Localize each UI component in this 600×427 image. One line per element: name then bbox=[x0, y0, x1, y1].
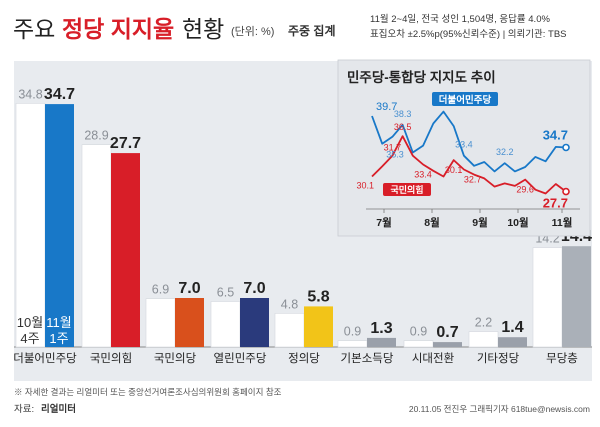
inset-panel bbox=[337, 59, 591, 237]
category-label-2: 국민의당 bbox=[154, 352, 197, 365]
bar-curr-label-7: 1.4 bbox=[501, 319, 523, 336]
inset-dem-label-5: 32.2 bbox=[496, 147, 514, 157]
bar-prev-label-7: 2.2 bbox=[475, 316, 492, 330]
inset-line-0 bbox=[371, 110, 567, 173]
bar-prev-5 bbox=[337, 340, 368, 348]
bar-prev-label-0: 34.8 bbox=[18, 87, 42, 101]
credit: 20.11.05 전진우 그래픽기자 618tue@newsis.com bbox=[409, 404, 590, 414]
inset-ppp-label-0: 30.1 bbox=[356, 180, 374, 190]
bar-curr-label-6: 0.7 bbox=[436, 324, 458, 341]
source-label: 자료: bbox=[14, 404, 34, 415]
inset-title: 민주당-통합당 지지도 추이 bbox=[347, 69, 496, 85]
inset-end-point-0 bbox=[562, 143, 570, 152]
bar-prev-3 bbox=[210, 301, 241, 348]
title-bold: 정당 지지율 bbox=[62, 16, 174, 42]
inset-ppp-label-4: 30.1 bbox=[445, 165, 463, 175]
inset-x-label-2: 9월 bbox=[472, 216, 488, 229]
inset-dem-label-0: 39.7 bbox=[376, 101, 397, 113]
bar-curr-3 bbox=[240, 298, 269, 347]
bar-curr-0 bbox=[45, 104, 74, 347]
bar-prev-8 bbox=[532, 247, 563, 348]
inset-ppp-label-7: 27.7 bbox=[543, 196, 568, 211]
survey-line-1: 11월 2~4일, 전국 성인 1,504명, 응답률 4.0% bbox=[370, 13, 550, 25]
inset-ppp-label-6: 29.6 bbox=[516, 185, 534, 195]
curr-period-label: 11월 1주 bbox=[46, 315, 71, 346]
dem-tag-bg bbox=[432, 92, 498, 106]
inset-dem-label-4: 33.4 bbox=[455, 140, 473, 150]
inset-line-group: 7월8월9월10월11월39.735.338.340.433.432.234.7… bbox=[356, 92, 572, 229]
bar-curr-5 bbox=[367, 337, 396, 347]
survey-line-2: 표집오차 ±2.5%p(95%신뢰수준) | 의뢰기관: TBS bbox=[370, 28, 567, 40]
footnote: ※ 자세한 결과는 리얼미터 또는 중앙선거여론조사심의위원회 홈페이지 참조 bbox=[14, 387, 282, 397]
inset-ppp-label-3: 33.4 bbox=[414, 170, 432, 180]
bar-curr-1 bbox=[111, 153, 140, 347]
inset-dem-label-1: 35.3 bbox=[386, 150, 404, 160]
category-label-4: 정의당 bbox=[288, 352, 320, 365]
inset-ppp-label-2: 36.5 bbox=[394, 122, 412, 132]
inset-x-label-3: 10월 bbox=[507, 216, 528, 229]
bar-prev-2 bbox=[145, 298, 176, 348]
inset-dem-label-6: 34.7 bbox=[543, 127, 568, 142]
aggregation-note: 주중 집계 bbox=[288, 23, 336, 38]
bar-prev-label-2: 6.9 bbox=[152, 283, 169, 297]
bar-curr-4 bbox=[304, 306, 333, 347]
bar-curr-7 bbox=[498, 337, 527, 347]
unit-note: (단위: %) bbox=[231, 25, 274, 38]
bar-prev-6 bbox=[403, 340, 434, 348]
bar-prev-0 bbox=[15, 103, 46, 348]
category-label-8: 무당층 bbox=[546, 352, 578, 365]
bar-prev-label-3: 6.5 bbox=[217, 286, 234, 300]
bar-curr-label-3: 7.0 bbox=[243, 280, 265, 297]
inset-ppp-label-5: 32.7 bbox=[464, 175, 482, 185]
bar-curr-label-2: 7.0 bbox=[178, 280, 200, 297]
bar-curr-6 bbox=[433, 342, 462, 347]
category-label-5: 기본소득당 bbox=[341, 352, 394, 365]
category-label-1: 국민의힘 bbox=[90, 352, 132, 365]
bar-prev-label-4: 4.8 bbox=[281, 297, 298, 311]
inset-end-point-1 bbox=[562, 187, 570, 196]
category-label-7: 기타정당 bbox=[477, 352, 520, 365]
bar-curr-label-5: 1.3 bbox=[370, 320, 392, 337]
prev-period-label: 10월 4주 bbox=[17, 315, 43, 346]
bar-prev-4 bbox=[274, 313, 305, 348]
category-label-3: 열린민주당 bbox=[214, 352, 267, 365]
ppp-tag-label: 국민의힘 bbox=[390, 184, 423, 195]
inset-ppp-label-1: 31.7 bbox=[384, 143, 402, 153]
category-label-6: 시대전환 bbox=[412, 352, 455, 365]
bar-prev-label-1: 28.9 bbox=[84, 129, 108, 143]
bar-curr-8 bbox=[562, 246, 591, 347]
inset-x-label-0: 7월 bbox=[376, 216, 392, 229]
source-name: 리얼미터 bbox=[41, 403, 76, 415]
inset-line-1 bbox=[371, 135, 567, 195]
bar-prev-1 bbox=[81, 144, 112, 348]
inset-dem-label-2: 38.3 bbox=[394, 109, 412, 119]
bar-curr-label-0: 34.7 bbox=[44, 86, 75, 103]
bar-prev-label-5: 0.9 bbox=[344, 325, 361, 339]
inset-x-label-1: 8월 bbox=[424, 216, 440, 229]
inset-x-label-4: 11월 bbox=[552, 216, 573, 229]
ppp-tag-bg bbox=[383, 183, 431, 196]
bar-prev-label-6: 0.9 bbox=[410, 325, 427, 339]
title-suffix: 현황 bbox=[182, 16, 224, 42]
dem-tag-label: 더불어민주당 bbox=[439, 94, 492, 106]
bar-curr-label-1: 27.7 bbox=[110, 135, 141, 152]
bar-curr-label-4: 5.8 bbox=[307, 288, 329, 305]
category-label-0: 더불어민주당 bbox=[13, 352, 77, 365]
bar-prev-7 bbox=[468, 331, 499, 348]
bar-curr-2 bbox=[175, 298, 204, 347]
title-prefix: 주요 bbox=[13, 16, 55, 42]
